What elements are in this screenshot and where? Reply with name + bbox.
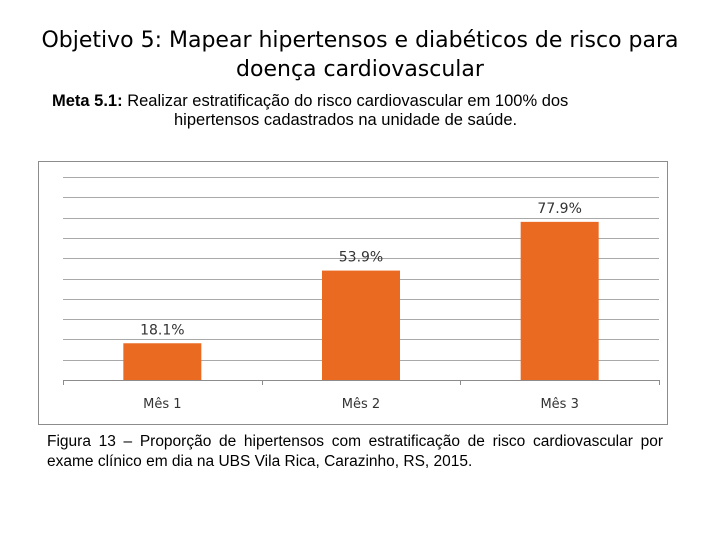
category-label: Mês 1 — [143, 397, 181, 412]
figure-caption: Figura 13 – Proporção de hipertensos com… — [47, 433, 663, 470]
category-label: Mês 2 — [342, 397, 380, 412]
slide-title-line2: doença cardiovascular — [236, 57, 484, 82]
bar-chart: 18.1% Mês 1 53.9% Mês 2 77.9% Mês 3 — [63, 177, 660, 412]
goal-text-line2: hipertensos cadastrados na unidade de sa… — [174, 111, 518, 129]
bar-1 — [123, 343, 202, 380]
data-label: 53.9% — [339, 250, 383, 266]
goal-label: Meta 5.1: — [52, 92, 123, 110]
goal-text-line1: Realizar estratificação do risco cardiov… — [122, 92, 569, 110]
data-label: 77.9% — [537, 201, 581, 217]
chart-container: 18.1% Mês 1 53.9% Mês 2 77.9% Mês 3 — [38, 161, 668, 425]
category-label: Mês 3 — [540, 397, 578, 412]
bar-2 — [322, 270, 400, 380]
slide-title: Objetivo 5: Mapear hipertensos e diabéti… — [20, 26, 700, 84]
slide-title-line1: Objetivo 5: Mapear hipertensos e diabéti… — [41, 28, 679, 53]
data-label: 18.1% — [140, 322, 184, 338]
goal-text: Meta 5.1: Realizar estratificação do ris… — [52, 92, 692, 130]
bar-3 — [520, 221, 599, 380]
